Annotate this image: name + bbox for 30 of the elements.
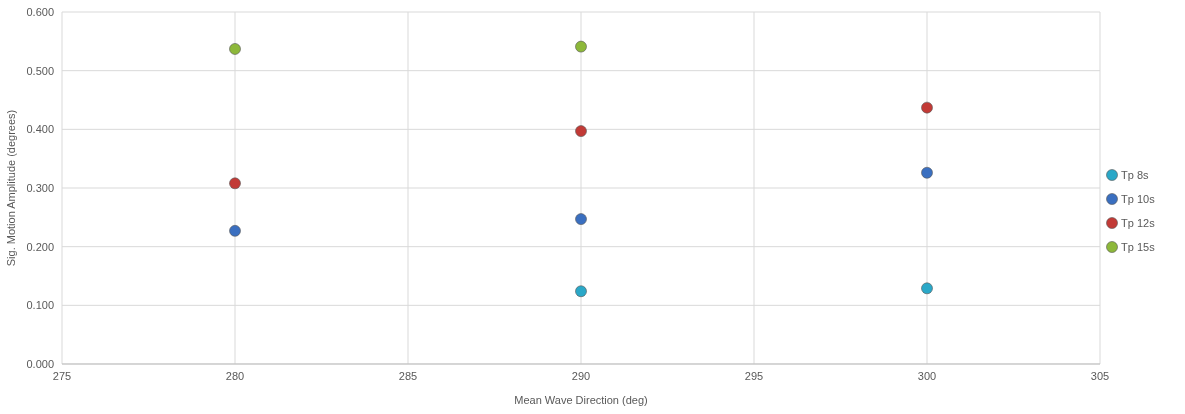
x-tick-label: 295 xyxy=(744,370,764,382)
x-tick-label: 280 xyxy=(225,370,245,382)
point xyxy=(229,225,241,237)
y-tick-label: 0.200 xyxy=(26,240,54,253)
legend-label: Tp 10s xyxy=(1121,193,1156,205)
x-tick-label: 275 xyxy=(52,370,72,382)
x-tick-label: 305 xyxy=(1090,370,1110,382)
point xyxy=(575,40,587,53)
x-tick-label: 290 xyxy=(571,370,591,382)
legend-label: Tp 12s xyxy=(1121,217,1156,229)
x-tick-label: 300 xyxy=(917,370,937,382)
point xyxy=(575,125,587,137)
y-tick-label: 0.400 xyxy=(26,123,54,136)
x-tick-label: 285 xyxy=(398,370,418,382)
point xyxy=(229,177,241,190)
point xyxy=(921,166,933,179)
point xyxy=(575,213,587,225)
point xyxy=(575,285,587,298)
point xyxy=(229,43,241,55)
point xyxy=(921,282,933,295)
y-tick-label: 0.100 xyxy=(26,299,54,312)
y-tick-label: 0.500 xyxy=(26,64,54,77)
point xyxy=(921,101,933,114)
y-tick-label: 0.300 xyxy=(26,182,54,194)
legend-label: Tp 8s xyxy=(1121,169,1150,181)
x-axis-title: Mean Wave Direction (deg) xyxy=(514,394,648,406)
legend-label: Tp 15s xyxy=(1121,241,1156,253)
y-tick-label: 0.600 xyxy=(26,6,54,18)
y-axis-title: Sig. Motion Amplitude (degrees) xyxy=(5,109,17,267)
y-tick-label: 0.000 xyxy=(26,358,54,370)
